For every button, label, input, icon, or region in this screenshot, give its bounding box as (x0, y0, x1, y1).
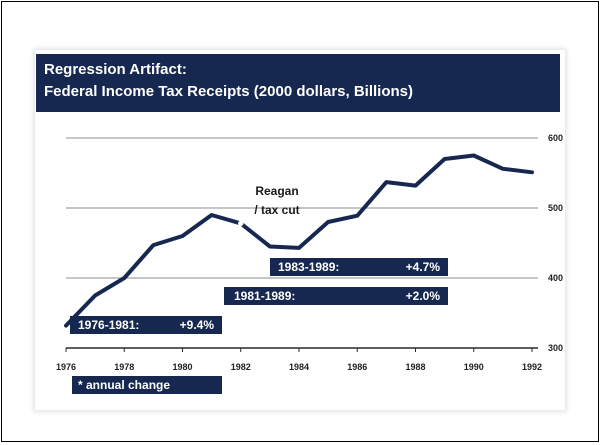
y-tick-labels: 300 400 500 600 (548, 133, 563, 353)
y-tick-label: 300 (548, 343, 563, 353)
title-bar: Regression Artifact: Federal Income Tax … (36, 54, 560, 112)
x-tick-label: 1990 (464, 362, 484, 372)
x-tick-label: 1986 (347, 362, 367, 372)
change-value: +9.4% (179, 318, 214, 332)
y-tick-label: 500 (548, 203, 563, 213)
series-line (64, 153, 534, 328)
x-tick-label: 1984 (289, 362, 309, 372)
change-box-1981-1989: 1981-1989: +2.0% (224, 287, 448, 305)
annotation-reagan-line1: Reagan (255, 184, 298, 198)
y-tick-label: 400 (548, 273, 563, 283)
change-value: +4.7% (405, 260, 440, 274)
x-tick-label: 1988 (405, 362, 425, 372)
change-value: +2.0% (405, 289, 440, 303)
footnote-text: * annual change (78, 378, 171, 392)
change-period: 1983-1989: (278, 260, 340, 274)
footnote-box: * annual change (72, 376, 222, 394)
annotation-point (238, 220, 244, 227)
x-tick-label: 1976 (56, 362, 76, 372)
series-lines (64, 153, 534, 328)
x-tick-label: 1980 (172, 362, 192, 372)
x-tick-label: 1978 (114, 362, 134, 372)
y-tick-label: 600 (548, 133, 563, 143)
change-box-1983-1989: 1983-1989: +4.7% (270, 258, 448, 276)
annotation-markers (238, 220, 244, 227)
change-period: 1981-1989: (234, 289, 296, 303)
change-period: 1976-1981: (78, 318, 140, 332)
change-box-1976-1981: 1976-1981: +9.4% (70, 316, 222, 334)
x-tick-label: 1992 (522, 362, 542, 372)
x-tick-label: 1982 (231, 362, 251, 372)
chart-subtitle: Federal Income Tax Receipts (2000 dollar… (44, 83, 414, 100)
gridlines (65, 137, 538, 352)
annotation-reagan-line2: / tax cut (254, 203, 299, 217)
chart-title: Regression Artifact: (44, 61, 187, 78)
x-tick-labels: 1976 1978 1980 1982 1984 1986 1988 1990 1992 (56, 362, 542, 372)
